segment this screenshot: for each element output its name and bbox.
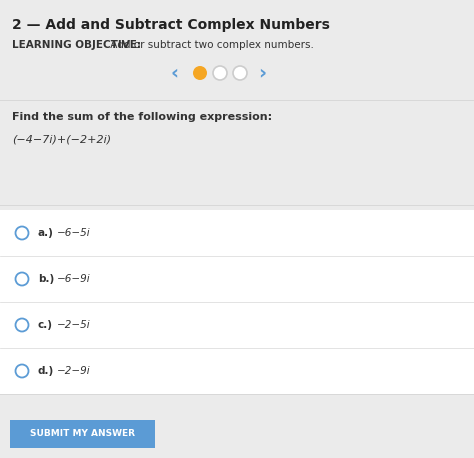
Circle shape (213, 66, 227, 80)
Text: ‹: ‹ (171, 64, 179, 82)
Circle shape (16, 273, 28, 285)
Text: −6−5i: −6−5i (57, 228, 91, 238)
Circle shape (16, 318, 28, 332)
FancyBboxPatch shape (0, 394, 474, 458)
Text: SUBMIT MY ANSWER: SUBMIT MY ANSWER (30, 430, 135, 438)
FancyBboxPatch shape (10, 420, 155, 448)
Text: −2−5i: −2−5i (57, 320, 91, 330)
Text: c.): c.) (38, 320, 53, 330)
Text: ›: › (258, 64, 266, 82)
Text: −2−9i: −2−9i (57, 366, 91, 376)
Text: a.): a.) (38, 228, 54, 238)
Circle shape (16, 365, 28, 377)
Text: (−4−7i)+(−2+2i): (−4−7i)+(−2+2i) (12, 135, 111, 145)
FancyBboxPatch shape (0, 0, 474, 205)
Text: 2 — Add and Subtract Complex Numbers: 2 — Add and Subtract Complex Numbers (12, 18, 330, 32)
Text: Add or subtract two complex numbers.: Add or subtract two complex numbers. (107, 40, 314, 50)
Text: −6−9i: −6−9i (57, 274, 91, 284)
Text: LEARNING OBJECTIVE:: LEARNING OBJECTIVE: (12, 40, 141, 50)
Circle shape (16, 227, 28, 240)
Text: b.): b.) (38, 274, 54, 284)
Circle shape (233, 66, 247, 80)
Text: Find the sum of the following expression:: Find the sum of the following expression… (12, 112, 272, 122)
Circle shape (193, 66, 207, 80)
FancyBboxPatch shape (0, 210, 474, 394)
Text: d.): d.) (38, 366, 54, 376)
